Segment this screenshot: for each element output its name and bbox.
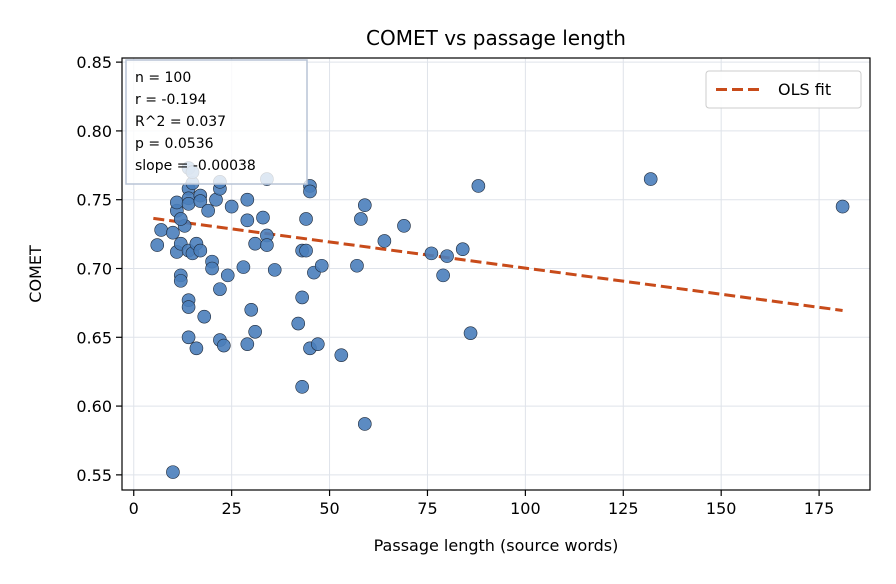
y-axis-label: COMET [26, 245, 45, 303]
data-point [267, 263, 282, 277]
data-point [377, 234, 392, 248]
data-point [193, 243, 208, 258]
data-point [350, 258, 364, 273]
data-point [397, 219, 411, 233]
x-tick-label: 150 [706, 499, 737, 518]
data-point [463, 326, 478, 340]
data-point [236, 260, 251, 274]
x-axis-label: Passage length (source words) [374, 536, 619, 555]
data-point [358, 198, 372, 213]
data-point [166, 225, 180, 240]
y-tick-label: 0.80 [76, 122, 112, 141]
data-point [314, 258, 329, 273]
data-point [150, 238, 165, 252]
y-tick-label: 0.55 [76, 466, 112, 485]
data-point [181, 197, 196, 211]
data-point [440, 249, 454, 263]
chart-title: COMET vs passage length [366, 26, 626, 50]
data-point [166, 465, 180, 479]
data-point [643, 172, 658, 186]
stats-box: n = 100 r = -0.194 R^2 = 0.037 p = 0.053… [125, 59, 308, 185]
data-point [193, 194, 208, 208]
data-point [291, 316, 306, 331]
stats-box-frame [125, 59, 308, 185]
y-tick-label: 0.85 [76, 53, 112, 72]
x-tick-label: 0 [129, 499, 139, 518]
data-point [240, 213, 255, 228]
data-point [248, 236, 262, 251]
stats-line-n: n = 100 [135, 70, 191, 86]
x-tick-label: 125 [608, 499, 639, 518]
data-point [201, 203, 215, 218]
x-tick-label: 75 [417, 499, 437, 518]
data-point [295, 290, 309, 305]
data-point [240, 192, 255, 207]
x-tick-label: 175 [804, 499, 835, 518]
data-point [256, 210, 270, 225]
y-axis-ticks: 0.55 0.60 0.65 0.70 0.75 0.80 0.85 [76, 53, 122, 485]
x-axis-ticks: 0 25 50 75 100 125 150 175 [129, 490, 835, 518]
x-tick-label: 100 [510, 499, 541, 518]
y-tick-label: 0.75 [76, 191, 112, 210]
data-point [295, 380, 309, 394]
data-point [311, 337, 325, 351]
data-point [213, 282, 227, 296]
data-point [354, 212, 368, 226]
data-point [303, 184, 317, 199]
x-tick-label: 50 [319, 499, 339, 518]
data-point [181, 300, 196, 314]
data-point [189, 341, 204, 356]
data-point [205, 261, 219, 276]
data-point [835, 199, 850, 214]
data-point [299, 212, 313, 226]
data-point [260, 238, 274, 252]
data-point [248, 324, 262, 339]
data-point [436, 268, 450, 283]
legend-fit-label: OLS fit [778, 80, 831, 99]
data-point [471, 179, 486, 193]
data-points [150, 161, 850, 479]
stats-line-slope: slope = -0.00038 [135, 158, 256, 174]
y-tick-label: 0.65 [76, 328, 112, 347]
data-point [424, 246, 439, 261]
plot-frame [121, 57, 871, 491]
grid-lines [122, 58, 870, 490]
legend-frame [705, 70, 862, 109]
data-point [240, 337, 255, 351]
stats-line-r: r = -0.194 [135, 92, 207, 108]
data-point [220, 268, 235, 283]
legend: OLS fit [705, 70, 862, 109]
data-point [173, 212, 188, 226]
data-point [244, 302, 259, 317]
data-point [224, 199, 239, 214]
x-tick-label: 25 [221, 499, 241, 518]
data-point [154, 223, 168, 237]
data-point [181, 330, 196, 345]
data-point [299, 243, 313, 258]
stats-line-p: p = 0.0536 [135, 136, 214, 152]
data-point [455, 242, 470, 257]
data-point [358, 417, 372, 431]
data-point [334, 348, 349, 362]
data-point [173, 274, 188, 288]
y-tick-label: 0.70 [76, 259, 112, 278]
data-point [217, 338, 231, 353]
data-point [197, 309, 212, 324]
data-point [170, 195, 184, 210]
y-tick-label: 0.60 [76, 397, 112, 416]
stats-line-r2: R^2 = 0.037 [135, 114, 226, 130]
